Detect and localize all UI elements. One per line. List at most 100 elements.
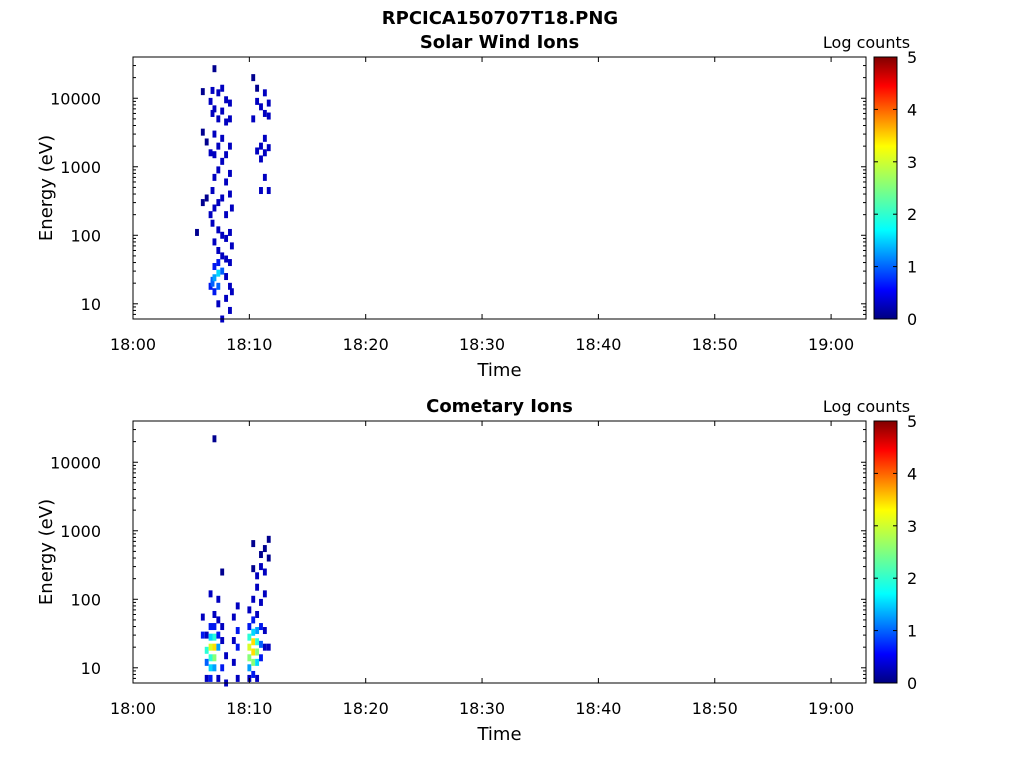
heatmap-cell (228, 115, 232, 123)
heatmap-cell (259, 623, 263, 631)
heatmap-cell (251, 638, 256, 646)
heatmap-cell (231, 637, 236, 645)
heatmap-cell (216, 226, 221, 234)
heatmap-cell (200, 613, 205, 621)
heatmap-cell (220, 194, 225, 202)
x-tick-label: 18:20 (343, 335, 389, 354)
heatmap-cell (259, 640, 263, 648)
heatmap-cell (255, 638, 260, 646)
heatmap-cell (251, 658, 256, 666)
colorbar-tick-label: 2 (907, 569, 917, 588)
heatmap-cell (210, 276, 215, 284)
heatmap-cell (204, 138, 209, 146)
heatmap-cell (262, 590, 267, 598)
heatmap-cell (224, 273, 229, 281)
heatmap-cell (216, 115, 221, 123)
heatmap-cell (262, 173, 267, 181)
heatmap-cell (216, 199, 221, 207)
colorbar-tick-label: 4 (907, 464, 917, 483)
heatmap-cell (220, 568, 225, 576)
heatmap-cell (216, 282, 221, 290)
cometary-ions-panel: 18:00 18:10 18:20 18:30 18:40 18:50 19:0010100… (36, 396, 917, 745)
heatmap-cell (210, 86, 215, 94)
heatmap-cell (204, 631, 209, 639)
colorbar-tick-label: 3 (907, 517, 917, 536)
heatmap-cell (208, 654, 213, 662)
heatmap-cell (204, 194, 209, 202)
colorbar-label: Log counts (823, 33, 910, 52)
heatmap-cell (220, 107, 225, 115)
heatmap-cell (251, 616, 256, 624)
x-tick-label: 18:30 (459, 335, 505, 354)
heatmap-cell (262, 109, 267, 117)
heatmap-cell (210, 187, 215, 195)
heatmap-cell (216, 166, 221, 174)
heatmap-cell (235, 627, 240, 635)
heatmap-cell (259, 563, 263, 571)
heatmap-cell (204, 646, 209, 654)
heatmap-cell (208, 664, 213, 672)
x-tick-label: 18:50 (692, 699, 738, 718)
heatmap-cell (224, 96, 229, 104)
heatmap-cell (229, 288, 234, 296)
heatmap-cell (251, 565, 256, 573)
colorbar-tick-label: 4 (907, 100, 917, 119)
heatmap-cell (251, 540, 256, 548)
heatmap-cell (259, 187, 263, 195)
x-tick-label: 19:00 (808, 699, 854, 718)
heatmap-cell (266, 554, 271, 562)
y-axis-label: Energy (eV) (36, 135, 57, 241)
heatmap-cell (251, 115, 256, 123)
heatmap-cell (212, 105, 217, 113)
x-tick-label: 18:00 (110, 699, 156, 718)
colorbar-label: Log counts (823, 397, 910, 416)
heatmap-cell (224, 234, 229, 242)
heatmap-cell (220, 267, 225, 275)
heatmap-cell (235, 602, 240, 610)
heatmap-cell (208, 97, 213, 105)
heatmap-cell (200, 88, 205, 96)
colorbar-tick-label: 5 (907, 48, 917, 67)
heatmap-cell (266, 535, 271, 543)
heatmap-cell (266, 99, 271, 107)
colorbar-gradient (873, 420, 898, 684)
heatmap-cell (208, 633, 213, 641)
heatmap-cell (259, 598, 263, 606)
heatmap-cell (224, 255, 229, 263)
heatmap-cell (220, 623, 225, 631)
x-tick-label: 18:10 (226, 699, 272, 718)
heatmap-cell (210, 109, 215, 117)
heatmap-cell (266, 144, 271, 152)
heatmap-cell (255, 84, 260, 92)
colorbar-tick-label: 1 (907, 622, 917, 641)
x-axis-label: Time (476, 360, 521, 381)
y-tick-label: 10 (81, 295, 101, 314)
heatmap-cell (212, 173, 217, 181)
heatmap-cell (212, 151, 217, 159)
heatmap-cell (262, 134, 267, 142)
panel-title: Solar Wind Ions (420, 32, 579, 53)
heatmap-cell (251, 628, 256, 636)
heatmap-cell (259, 142, 263, 150)
heatmap-cell (208, 149, 213, 157)
heatmap-cell (255, 648, 260, 656)
y-tick-label: 10000 (50, 89, 101, 108)
heatmap-cell (200, 199, 205, 207)
heatmap-cell (212, 633, 217, 641)
heatmap-cell (228, 142, 232, 150)
heatmap-cell (266, 112, 271, 120)
heatmap-cell (224, 294, 229, 302)
heatmap-cell (247, 643, 252, 651)
x-tick-label: 18:50 (692, 335, 738, 354)
heatmap-cell (255, 583, 260, 591)
heatmap-cell (262, 545, 267, 553)
x-tick-label: 18:30 (459, 699, 505, 718)
y-tick-label: 100 (70, 590, 101, 609)
colorbar-tick-label: 1 (907, 258, 917, 277)
heatmap-cell (266, 187, 271, 195)
heatmap-cell (229, 204, 234, 212)
plot-area (133, 421, 866, 683)
heatmap-cell (255, 658, 260, 666)
heatmap-cell (247, 623, 252, 631)
